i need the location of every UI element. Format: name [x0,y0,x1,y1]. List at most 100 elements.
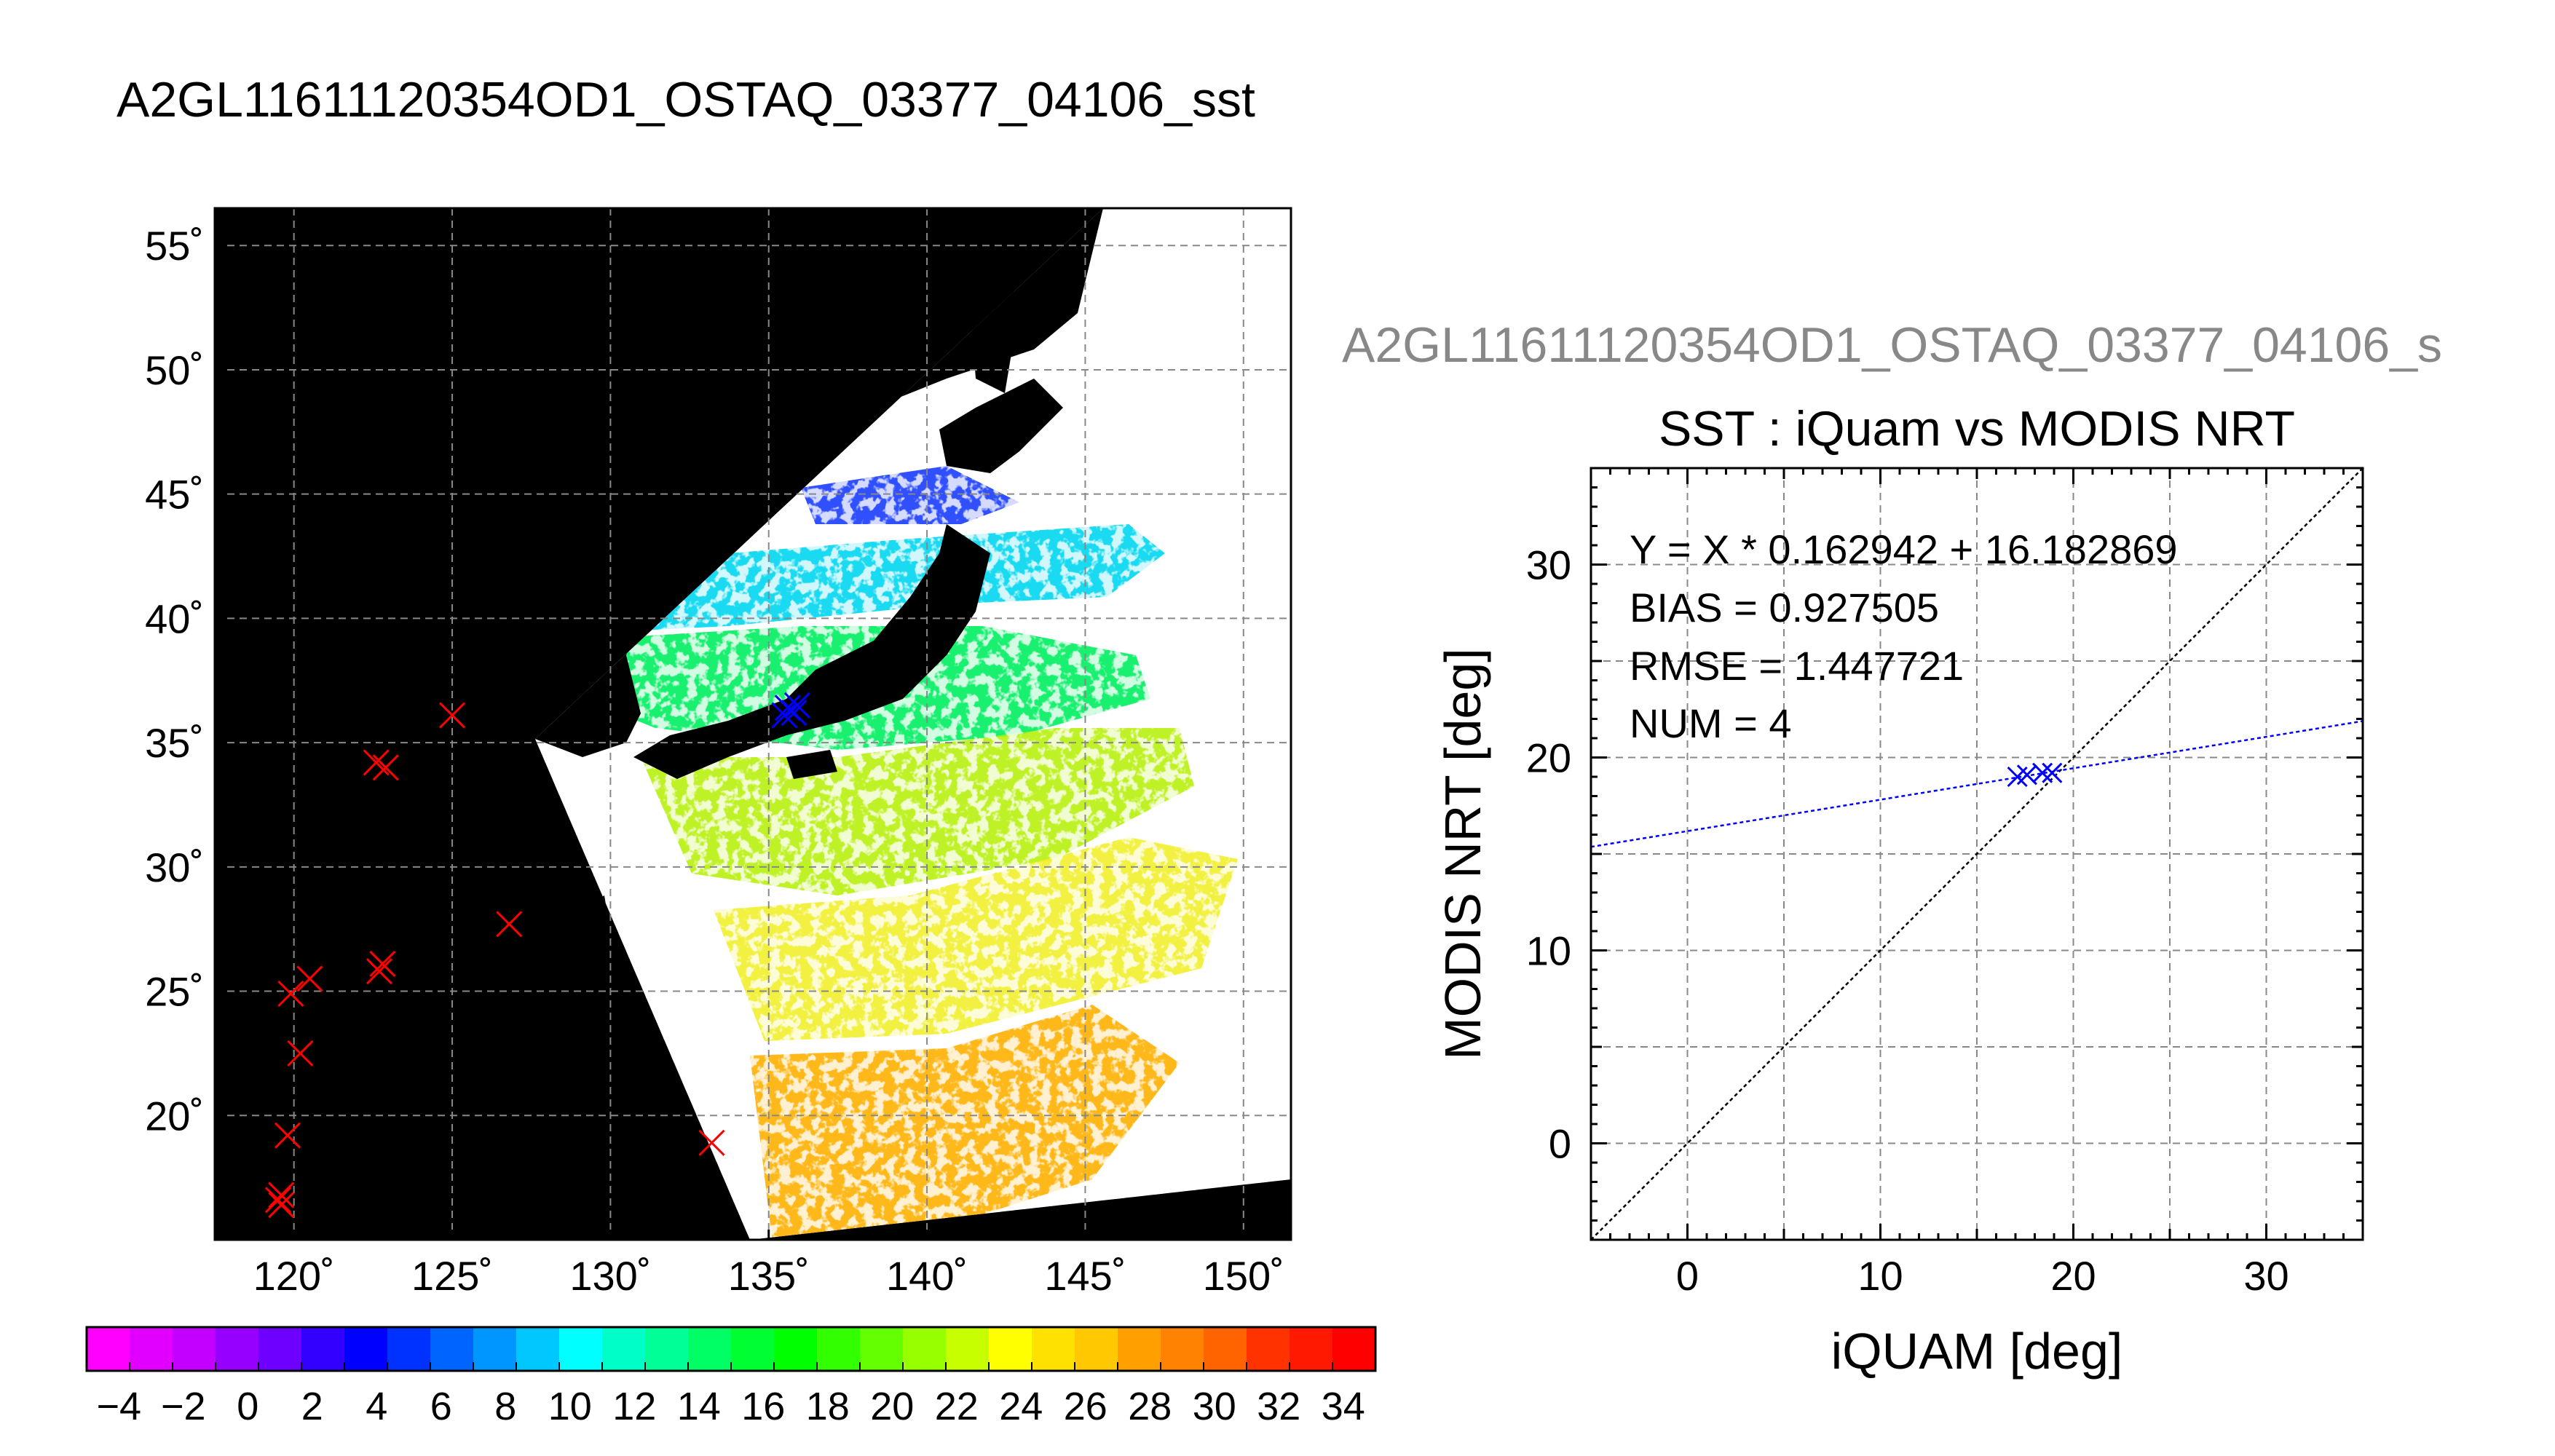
colorbar-segment [731,1327,775,1371]
map-marker-red [496,911,523,938]
map-marker-red [268,1182,295,1208]
map-marker-red [369,950,396,978]
y-tick-label: 0 [1549,1121,1571,1167]
colorbar-label: 2 [301,1385,323,1428]
map-marker-red [296,965,323,992]
lat-tick-label: 50˚ [145,347,204,393]
y-tick-label: 20 [1526,735,1571,781]
colorbar-label: 26 [1064,1385,1107,1428]
fit-line [1591,720,2363,848]
fit-equation: Y = X * 0.162942 + 16.182869 [1630,526,2178,572]
map-gridlines [215,208,1291,1240]
colorbar-label: 6 [430,1385,452,1428]
scatter-point [2032,762,2053,783]
map-marker-red [366,958,393,985]
colorbar-label: 12 [612,1385,656,1428]
map-markers [264,692,810,1219]
colorbar-segment [473,1327,517,1371]
map-marker-red [274,1122,301,1149]
colorbar-segment [602,1327,646,1371]
colorbar-segment [860,1327,904,1371]
colorbar-segment [946,1327,990,1371]
y-axis-label: MODIS NRT [deg] [1434,648,1491,1059]
lat-tick-label: 40˚ [145,596,204,641]
colorbar-label: 16 [741,1385,785,1428]
x-tick-label: 30 [2243,1253,2289,1299]
map-marker-red [287,1040,314,1067]
map-marker-red [372,754,399,781]
scatter-title: SST : iQuam vs MODIS NRT [1659,401,2295,456]
colorbar-segment [1247,1327,1290,1371]
map-marker-red [438,702,466,729]
lon-labels: 120˚ 125˚ 130˚ 135˚ 140˚ 145˚ 150˚ [253,1253,1284,1299]
map-marker-red [264,1187,292,1214]
rmse-stat: RMSE = 1.447721 [1630,643,1964,689]
colorbar-segment [87,1327,130,1371]
lat-tick-label: 55˚ [145,223,204,269]
colorbar-label: 10 [548,1385,592,1428]
colorbar-segment [130,1327,173,1371]
lat-labels: 55˚ 50˚ 45˚ 40˚ 35˚ 30˚ 25˚ 20˚ [145,223,204,1139]
colorbar-label: 28 [1128,1385,1172,1428]
x-tick-label: 10 [1857,1253,1903,1299]
colorbar-label: 8 [494,1385,516,1428]
scatter-x-tick-labels: 0 10 20 30 [1676,1253,2289,1299]
scatter-point [2042,762,2063,783]
lat-tick-label: 25˚ [145,969,204,1015]
sst-swath [535,208,1291,1240]
colorbar-segment [216,1327,259,1371]
map-marker-red [277,980,304,1008]
colorbar-segment [559,1327,603,1371]
colorbar-segment [173,1327,216,1371]
sst-map: 120˚ 125˚ 130˚ 135˚ 140˚ 145˚ 150˚ 55˚ 50˚ 45˚ 40… [145,207,1292,1299]
x-tick-label: 20 [2050,1253,2096,1299]
map-marker-red [698,1129,725,1156]
colorbar-label: 20 [870,1385,914,1428]
lon-tick-label: 150˚ [1203,1253,1284,1299]
lat-tick-label: 45˚ [145,472,204,518]
lat-tick-label: 30˚ [145,844,204,890]
identity-line [1591,468,2363,1240]
colorbar-segment [1204,1327,1247,1371]
colorbar-segment [688,1327,732,1371]
lat-tick-label: 35˚ [145,720,204,766]
map-marker-red [363,749,390,776]
colorbar-segment [903,1327,947,1371]
lon-tick-label: 120˚ [253,1253,335,1299]
colorbar-label: 0 [237,1385,258,1428]
colorbar-segment [645,1327,689,1371]
scatter-overlay-title: A2GL11611120354OD1_OSTAQ_03377_04106_s [1342,317,2442,373]
map-marker-red [268,1192,295,1219]
colorbar-label: 22 [935,1385,979,1428]
colorbar-segment [430,1327,474,1371]
num-stat: NUM = 4 [1630,700,1792,746]
map-title: A2GL11611120354OD1_OSTAQ_03377_04106_sst [117,72,1255,127]
colorbar-segment [344,1327,388,1371]
colorbar-segment [301,1327,345,1371]
colorbar-segment [817,1327,861,1371]
colorbar-label: −4 [96,1385,141,1428]
bias-stat: BIAS = 0.927505 [1630,585,1939,630]
colorbar-segment [387,1327,431,1371]
colorbar-label: 32 [1257,1385,1300,1428]
colorbar-label: 30 [1193,1385,1236,1428]
colorbar-segment [516,1327,560,1371]
map-frame [213,207,1292,1241]
colorbar-label: 24 [999,1385,1043,1428]
map-marker-blue [781,700,807,727]
lon-tick-label: 125˚ [411,1253,493,1299]
lon-tick-label: 140˚ [886,1253,968,1299]
map-ticks [215,244,1245,1240]
colorbar-segment [1032,1327,1075,1371]
colorbar-segment [1118,1327,1161,1371]
colorbar-segment [1075,1327,1118,1371]
colorbar-labels: −4 −2 0 2 4 6 8 10 12 14 16 18 20 22 24 26 28 30 32 34 [96,1385,1365,1428]
colorbar-label: 18 [806,1385,850,1428]
colorbar [85,1326,1377,1372]
colorbar-segment [1161,1327,1204,1371]
colorbar-segment [258,1327,302,1371]
scatter-y-tick-labels: 0 10 20 30 [1526,542,1571,1167]
colorbar-segment [1332,1327,1376,1371]
map-marker-blue [783,692,810,719]
